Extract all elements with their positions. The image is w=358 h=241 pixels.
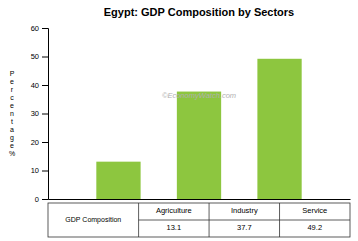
y-axis-title-line: e [10, 141, 14, 148]
y-axis-title-line: % [9, 149, 15, 156]
y-tick-label: 30 [31, 109, 39, 118]
y-axis-title-line: a [10, 125, 14, 132]
title: Egypt: GDP Composition by Sectors [104, 6, 295, 18]
y-tick-mark [42, 57, 48, 58]
table-value: 37.7 [237, 223, 252, 232]
y-tick-mark [42, 114, 48, 115]
y-tick-label: 60 [31, 24, 39, 33]
y-tick: 20 [31, 138, 48, 147]
y-axis-title-line: e [10, 77, 14, 84]
table-row-label: GDP Composition [65, 216, 121, 224]
x-axis [49, 199, 351, 200]
y-axis-title-line: e [10, 101, 14, 108]
y-tick-mark [42, 199, 48, 200]
y-axis-line [42, 29, 49, 200]
y-tick: 0 [35, 195, 48, 204]
y-tick: 60 [31, 24, 48, 33]
y-tick: 50 [31, 52, 48, 61]
plot: 0 10 20 30 40 50 60 [31, 24, 351, 204]
table-category: Service [302, 206, 327, 215]
y-axis-title-line: r [11, 85, 14, 92]
y-tick-mark [42, 171, 48, 172]
y-axis-title-line: c [10, 93, 14, 100]
watermark: ©EconomyWatch.com [162, 91, 236, 100]
table-value: 13.1 [167, 223, 182, 232]
table-border [48, 203, 350, 237]
y-tick-label: 0 [35, 195, 39, 204]
table-separator [139, 220, 350, 221]
y-tick-label: 20 [31, 138, 39, 147]
y-tick-label: 40 [31, 81, 39, 90]
y-tick-label: 10 [31, 166, 39, 175]
y-tick-mark [42, 85, 48, 86]
table-category: Agriculture [156, 206, 192, 215]
x-axis-line [49, 199, 351, 200]
table: GDP Composition Agriculture 13.1 Industry 37… [48, 203, 350, 237]
y-tick-mark [42, 142, 48, 143]
bar [177, 92, 221, 199]
y-axis-title-line: g [10, 133, 14, 141]
y-axis-title: Percentage% [9, 69, 15, 156]
y-axis-title-line: P [10, 69, 15, 76]
y-axis: 0 10 20 30 40 50 60 [31, 24, 49, 204]
y-tick-mark [42, 28, 48, 29]
table-category: Industry [231, 206, 258, 215]
bar [96, 162, 140, 199]
y-tick: 40 [31, 81, 48, 90]
bars [96, 59, 301, 199]
bar [257, 59, 301, 199]
y-tick: 30 [31, 109, 48, 118]
y-tick-label: 50 [31, 52, 39, 61]
y-axis-title-line: t [11, 117, 13, 124]
chart: Egypt: GDP Composition by Sectors 0 10 20 30… [0, 0, 358, 241]
y-tick: 10 [31, 166, 48, 175]
table-value: 49.2 [307, 223, 322, 232]
y-axis-title-line: n [10, 109, 14, 116]
